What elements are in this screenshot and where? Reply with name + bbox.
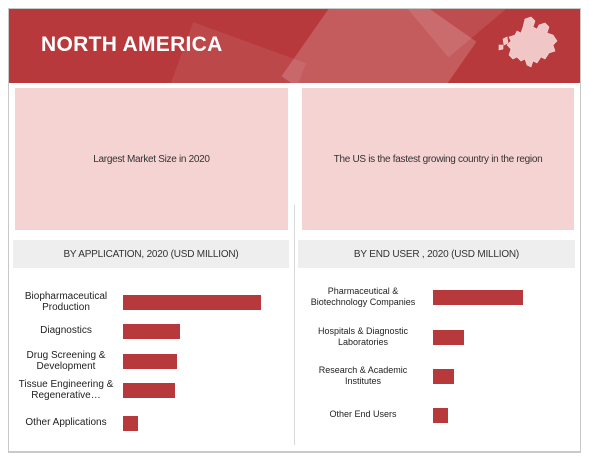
bar bbox=[433, 329, 464, 345]
category-label: Drug Screening & Development bbox=[26, 350, 106, 372]
category-label: Tissue Engineering & Regenerative… bbox=[18, 379, 114, 401]
category-label: Pharmaceutical & Biotechnology Companies bbox=[310, 286, 416, 307]
left-subheader: BY APPLICATION, 2020 (USD MILLION) bbox=[13, 240, 289, 268]
right-highlight-text: The US is the fastest growing country in… bbox=[333, 153, 543, 165]
category-label: Biopharmaceutical Production bbox=[24, 291, 108, 313]
bar bbox=[123, 382, 176, 398]
left-subheader-text: BY APPLICATION, 2020 (USD MILLION) bbox=[63, 248, 239, 260]
left-highlight-text: Largest Market Size in 2020 bbox=[93, 153, 210, 165]
bar bbox=[123, 353, 177, 369]
right-subheader: BY END USER , 2020 (USD MILLION) bbox=[298, 240, 575, 268]
header-banner: NORTH AMERICA bbox=[9, 9, 580, 83]
right-subheader-text: BY END USER , 2020 (USD MILLION) bbox=[353, 248, 520, 260]
category-label: Hospitals & Diagnostic Laboratories bbox=[317, 326, 409, 347]
bar bbox=[123, 323, 180, 339]
right-highlight-box: The US is the fastest growing country in… bbox=[302, 88, 574, 230]
category-label: Other End Users bbox=[329, 409, 397, 419]
bar bbox=[123, 294, 261, 310]
category-label: Research & Academic Institutes bbox=[318, 365, 408, 386]
end-user-bar-chart: Pharmaceutical & Biotechnology Companies… bbox=[298, 282, 576, 442]
bar bbox=[123, 415, 139, 431]
bar bbox=[433, 368, 454, 384]
center-divider bbox=[294, 205, 295, 445]
europe-map-icon bbox=[498, 16, 558, 68]
left-highlight-box: Largest Market Size in 2020 bbox=[15, 88, 288, 230]
bar bbox=[433, 407, 449, 423]
category-label: Diagnostics bbox=[40, 325, 92, 336]
bar bbox=[433, 289, 523, 305]
bottom-border bbox=[8, 451, 581, 453]
page-title: NORTH AMERICA bbox=[41, 33, 223, 56]
category-label: Other Applications bbox=[25, 417, 107, 428]
application-bar-chart: Biopharmaceutical Production Diagnostics D… bbox=[14, 282, 290, 442]
